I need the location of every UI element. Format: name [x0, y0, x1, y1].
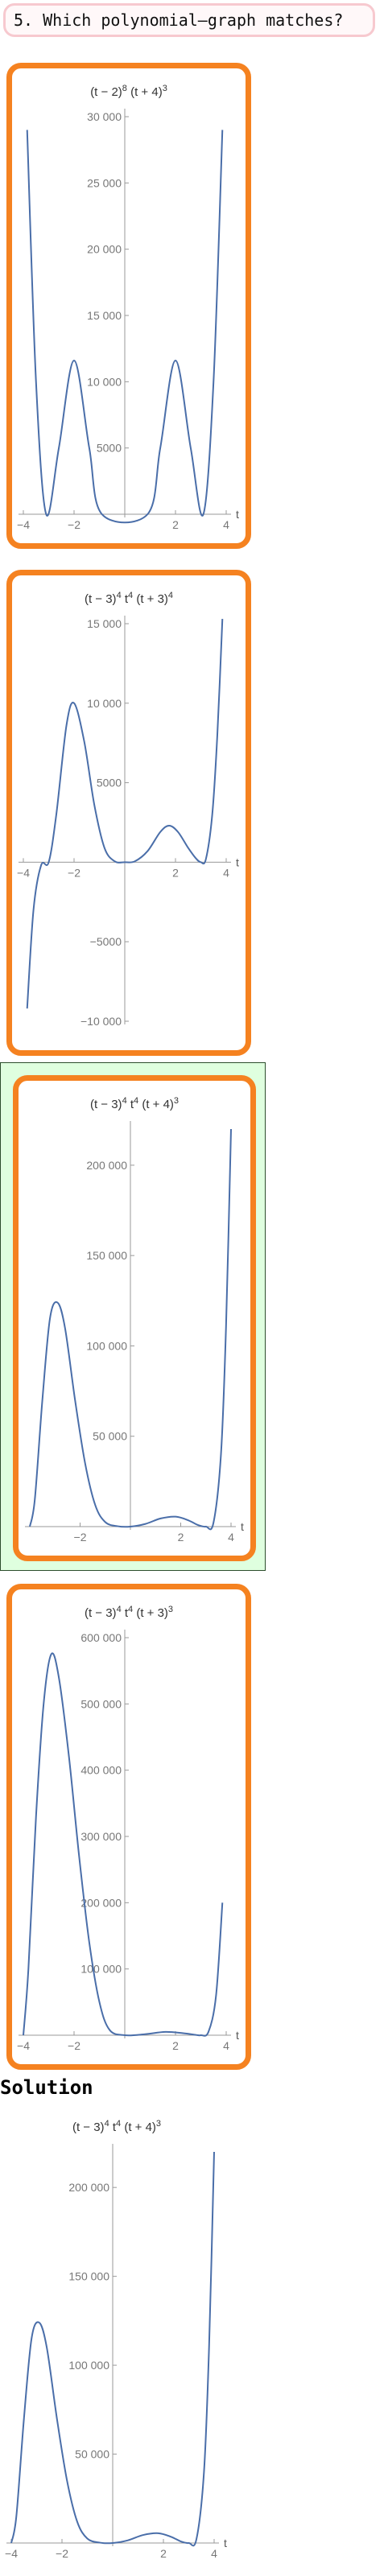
solution-heading: Solution [0, 2076, 93, 2099]
y-tick-label: 100 000 [86, 1339, 127, 1352]
x-tick-label: −4 [17, 866, 30, 879]
question-banner: 5. Which polynomial–graph matches? [3, 3, 375, 37]
x-tick-label: −2 [74, 1531, 87, 1544]
plot-title: (t − 2)8 (t + 4)3 [90, 84, 167, 99]
y-tick-label: 500 000 [80, 1697, 122, 1710]
option-plot-1: (t − 2)8 (t + 4)3 t −4 −2 2 4 5000 10 000 15 000… [17, 84, 239, 531]
y-tick-label: 200 000 [68, 2181, 109, 2194]
x-tick-label: 4 [223, 866, 229, 879]
series-line [23, 1652, 224, 2037]
series-line [26, 619, 224, 1009]
x-axis-label: t [236, 855, 239, 868]
y-tick-label: 150 000 [68, 2270, 109, 2283]
y-tick-label: 150 000 [86, 1249, 127, 1262]
y-tick-label: 50 000 [75, 2448, 109, 2461]
option-plot-2: (t − 3)4 t4 (t + 3)4 t −4 −2 2 4 −10 000 −5000 5… [17, 591, 239, 1028]
y-tick-label: 300 000 [80, 1830, 122, 1843]
x-tick-label: 2 [172, 518, 179, 531]
y-tick-label: 600 000 [80, 1631, 122, 1644]
plot-title: (t − 3)4 t4 (t + 3)3 [85, 1605, 173, 1620]
series-line [10, 2151, 215, 2547]
solution-plot-container: (t − 3)4 t4 (t + 4)3 t −4 −2 2 4 50 000 100 000… [0, 2104, 233, 2576]
x-tick-label: 2 [160, 2547, 167, 2560]
option-plot-4: (t − 3)4 t4 (t + 3)3 t −4 −2 2 4 100 000 200 00… [17, 1605, 239, 2052]
x-tick-label: −4 [5, 2547, 18, 2560]
plot-title: (t − 3)4 t4 (t + 4)3 [90, 1096, 179, 1111]
x-tick-label: −2 [68, 518, 80, 531]
x-tick-label: 2 [172, 866, 179, 879]
series-line [29, 1128, 232, 1531]
x-axis-label: t [236, 508, 239, 521]
x-tick-label: −2 [68, 866, 80, 879]
y-tick-label: 15 000 [87, 617, 122, 630]
x-tick-label: 4 [223, 518, 229, 531]
x-axis-label: t [236, 2029, 239, 2042]
x-tick-label: −4 [17, 518, 30, 531]
x-tick-label: 4 [211, 2547, 217, 2560]
plot-title: (t − 3)4 t4 (t + 4)3 [72, 2119, 161, 2134]
x-tick-label: −2 [56, 2547, 68, 2560]
y-tick-label: 10 000 [87, 375, 122, 388]
y-tick-label: 400 000 [80, 1764, 122, 1777]
option-card-3[interactable]: (t − 3)4 t4 (t + 4)3 t −2 2 4 50 000 100 000 15… [13, 1075, 256, 1561]
y-tick-label: 200 000 [80, 1896, 122, 1909]
y-tick-label: 100 000 [68, 2359, 109, 2372]
x-tick-label: 4 [223, 2039, 229, 2052]
y-tick-label: −5000 [90, 935, 122, 948]
option-card-2[interactable]: (t − 3)4 t4 (t + 3)4 t −4 −2 2 4 −10 000 −5000 5… [6, 570, 251, 1056]
x-tick-label: −4 [17, 2039, 30, 2052]
x-axis-label: t [241, 1520, 244, 1533]
question-text: 5. Which polynomial–graph matches? [14, 10, 344, 30]
y-tick-label: 15 000 [87, 309, 122, 322]
series-line [26, 130, 224, 524]
y-tick-label: 25 000 [87, 176, 122, 189]
x-tick-label: 2 [178, 1531, 184, 1544]
y-tick-label: 20 000 [87, 243, 122, 256]
y-tick-label: −10 000 [80, 1015, 122, 1028]
y-tick-label: 5000 [97, 777, 122, 789]
x-axis-label: t [224, 2537, 227, 2549]
x-tick-label: 4 [228, 1531, 234, 1544]
y-tick-label: 50 000 [93, 1430, 127, 1443]
y-tick-label: 5000 [97, 442, 122, 455]
y-tick-label: 100 000 [80, 1963, 122, 1976]
x-tick-label: −2 [68, 2039, 80, 2052]
y-tick-label: 10 000 [87, 697, 122, 710]
option-plot-3: (t − 3)4 t4 (t + 4)3 t −2 2 4 50 000 100 000 15… [25, 1096, 244, 1544]
option-card-4[interactable]: (t − 3)4 t4 (t + 3)3 t −4 −2 2 4 100 000 200 00… [6, 1584, 251, 2070]
solution-plot: (t − 3)4 t4 (t + 4)3 t −4 −2 2 4 50 000 100 000… [5, 2119, 227, 2560]
y-tick-label: 30 000 [87, 110, 122, 123]
y-tick-label: 200 000 [86, 1159, 127, 1172]
option-card-1[interactable]: (t − 2)8 (t + 4)3 t −4 −2 2 4 5000 10 000 15 000… [6, 63, 251, 549]
plot-title: (t − 3)4 t4 (t + 3)4 [85, 591, 173, 606]
x-tick-label: 2 [172, 2039, 179, 2052]
